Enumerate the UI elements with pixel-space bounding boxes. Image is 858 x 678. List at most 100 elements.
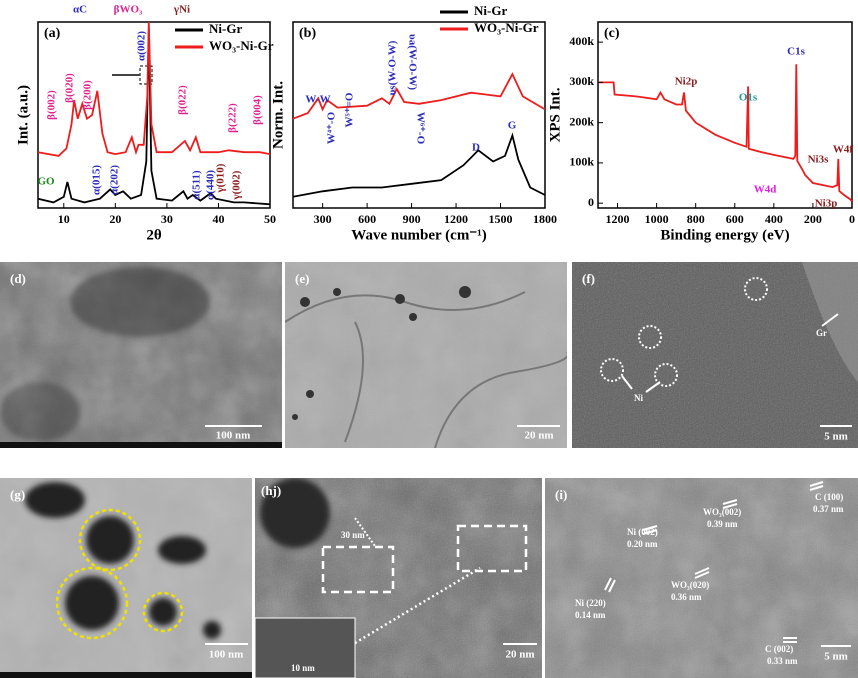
annotation: WO₃(002) [703,507,741,517]
y-axis-label: Int. (a.u.) [15,85,31,145]
x-axis-label: Wave number (cm⁻¹) [351,227,486,243]
annotation: Ni [634,393,643,403]
x-tick-label: 200 [804,212,822,226]
y-axis-label: Norm. Int. [270,81,286,149]
x-tick-label: 1000 [645,212,669,226]
annotation: W-W [305,94,330,106]
annotation: 0.14 nm [575,610,606,620]
annotation: W⁵⁺=O [344,92,356,127]
plot-frame [292,21,546,209]
annotation: WO₃(020) [671,580,709,590]
legend-label: WO₃-Ni-Gr [474,20,539,35]
x-tick-label: 400 [765,212,783,226]
annotation: βWO₃ [114,4,143,16]
x-axis-label: Binding energy (eV) [660,227,789,243]
annotation: 0.37 nm [813,504,844,514]
scale-label: 5 nm [824,431,848,443]
x-tick-label: 50 [264,212,276,226]
y-tick-label: 0 [588,195,594,209]
x-tick-label: 20 [109,212,121,226]
x-tick-label: 1800 [533,212,557,226]
scale-label: 20 nm [505,649,534,661]
annotation: Ni (002) [627,527,658,537]
annotation: β(004) [252,95,264,125]
panel-label: (i) [555,487,567,502]
x-tick-label: 1200 [444,212,468,226]
annotation: 10 nm [291,663,315,673]
annotation: 0.20 nm [627,539,658,549]
panel-label: (a) [44,26,61,41]
annotation: α(511) [191,170,203,200]
annotation: γ(010) [215,163,227,193]
annotation: C (100) [815,492,843,502]
data-line [292,72,546,120]
data-line [37,21,271,157]
annotation: α(002) [136,31,148,61]
tem-panel: (g) 100 nm [0,478,252,678]
scale-label: 100 nm [216,430,251,442]
y-tick-label: 200k [569,114,594,128]
tem-panel: (hj) 30 nm 10 nm 20 nm [255,478,542,678]
x-tick-label: 800 [687,212,705,226]
annotation: Ni2p [675,76,698,88]
x-tick-label: 600 [726,212,744,226]
annotation: αC [73,4,87,16]
annotation: β(002) [46,90,58,120]
annotation: 30 nm [341,530,365,540]
tem-panel: (i) Ni (220) 0.14 nm Ni (002) 0.20 nm WO… [545,478,858,678]
legend-label: Ni-Gr [474,3,507,18]
annotation: Gr [816,328,827,338]
panel-label: (b) [299,26,316,41]
y-tick-label: 300k [569,74,594,88]
annotation: D [472,142,480,154]
panel-label: (hj) [261,483,281,498]
x-tick-label: 900 [403,212,421,226]
panel-label: (e) [295,271,309,286]
annotation: GO [37,176,55,188]
legend-label: Ni-Gr [209,21,242,36]
scale-label: 5 nm [824,651,848,663]
panel-label: (c) [604,26,620,41]
annotation: O1s [739,92,758,104]
data-line [292,132,546,198]
annotation: 0.39 nm [707,519,738,529]
annotation: W4d [754,184,777,196]
annotation: α(202) [109,165,121,195]
tem-panel: (e) 20 nm [285,262,567,448]
annotation: γNi [173,4,190,16]
x-tick-label: 600 [358,212,376,226]
annotation: α(015) [91,165,103,195]
annotation: β(200) [82,80,94,110]
annotation: υa(W-O-W) [406,34,418,90]
x-tick-label: 40 [212,212,224,226]
annotation: 0.33 nm [767,656,798,666]
legend-label: WO₃-Ni-Gr [209,38,274,53]
annotation: W⁴⁺-O [326,111,338,144]
x-tick-label: 1200 [606,212,630,226]
y-tick-label: 400k [569,34,594,48]
x-tick-label: 1500 [489,212,513,226]
annotation: C1s [787,46,805,58]
annotation: 0.36 nm [671,592,702,602]
panel-label: (f) [582,271,595,286]
data-line [598,64,853,202]
plot-frame [37,21,271,209]
x-tick-label: 300 [314,212,332,226]
annotation: β(022) [177,85,189,115]
annotation: Ni (220) [575,598,606,608]
annotation: γ(002) [231,170,243,200]
annotation: α(440) [205,170,217,200]
annotation: W⁶⁺-O [414,112,426,145]
y-axis-label: XPS Int. [547,87,563,142]
panel-label: (g) [10,487,25,502]
x-tick-label: 0 [849,212,855,226]
panel-label: (d) [10,271,26,286]
annotation: Ni3p [815,198,838,210]
annotation: G [508,120,517,132]
scale-label: 100 nm [209,649,244,661]
scale-label: 20 nm [524,430,553,442]
annotation: β(020) [64,73,76,103]
tem-panel: (f) Gr Ni 5 nm [572,262,858,448]
x-tick-label: 10 [58,212,70,226]
